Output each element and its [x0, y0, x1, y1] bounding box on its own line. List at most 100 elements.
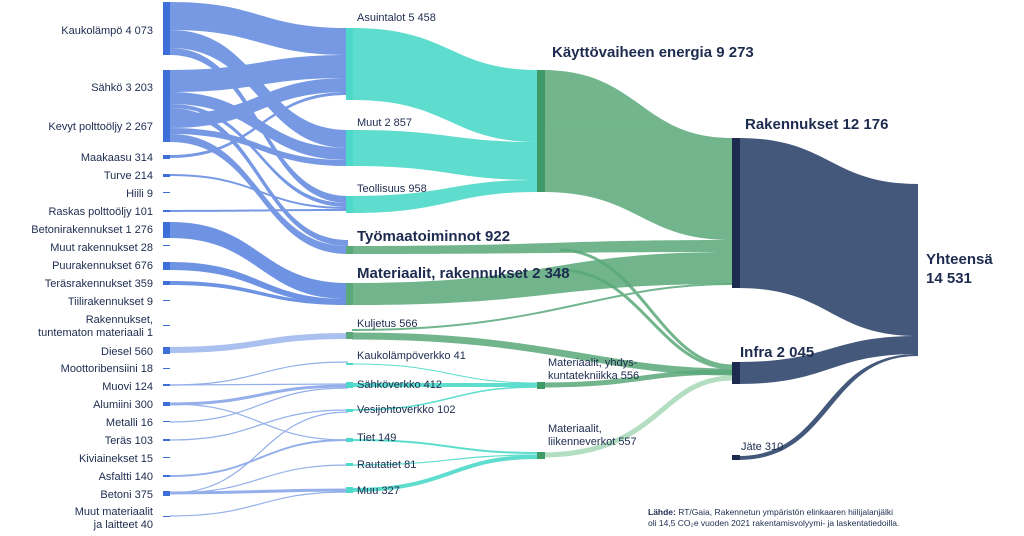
node-muovi [163, 384, 170, 386]
flow-kaukolampoverkko [351, 363, 539, 384]
node-sahko [163, 70, 170, 114]
label-infra: Infra 2 045 [740, 344, 814, 361]
node-tyomaa [346, 246, 353, 254]
label-mat-liikenne: liikenneverkot 557 [548, 436, 637, 448]
label-source: Turve 214 [104, 170, 153, 182]
label-source: Muut materiaalit [75, 506, 153, 518]
node-tiet [346, 438, 353, 442]
label-source: Muovi 124 [102, 381, 153, 393]
label-source: Hiili 9 [126, 188, 153, 200]
label-source: Rakennukset, [86, 314, 153, 326]
node-kaukolampoverkko [346, 363, 353, 365]
flow-rakennukset-total [738, 138, 918, 336]
flow-betoni-vesijohto [169, 411, 349, 494]
node-diesel [163, 347, 170, 354]
label-source: Teräs 103 [105, 435, 153, 447]
label-muut: Muut 2 857 [357, 117, 412, 129]
label-teollisuus: Teollisuus 958 [357, 183, 427, 195]
flow-mat-liikenne-infra [541, 375, 733, 458]
flow-tyomaa-rakennukset [352, 240, 732, 254]
node-materiaalit-rak [346, 283, 353, 305]
label-mat-liikenne: Materiaalit, [548, 423, 602, 435]
flow-sahko-asuintalot [170, 55, 348, 92]
flows-teal-infra [351, 363, 539, 492]
node-kaukolampo [163, 2, 170, 55]
node-terasrak [163, 281, 170, 285]
label-source: Diesel 560 [101, 346, 153, 358]
node-jate [732, 455, 740, 460]
node-betoni [163, 491, 170, 496]
label-source: Metalli 16 [106, 417, 153, 429]
node-asuintalot [346, 28, 353, 100]
flows-infra-materials [169, 333, 349, 517]
flows-green-infra [541, 369, 733, 458]
flow-rautatiet [351, 454, 539, 466]
label-muu: Muu 327 [357, 485, 400, 497]
label-mat-yhdys: Materiaalit, yhdys- [548, 357, 638, 369]
flow-infra-total [738, 336, 918, 384]
flow-raskas [170, 209, 348, 212]
nodes-fourth [732, 138, 740, 460]
label-source: Puurakennukset 676 [52, 260, 153, 272]
node-hiili [163, 192, 170, 193]
label-source: Asfaltti 140 [99, 471, 153, 483]
flow-sahko-teollisuus [170, 104, 348, 207]
node-mat-yhdys [537, 382, 545, 389]
flow-alumiini [169, 384, 349, 406]
labels-sources: Kaukolämpö 4 073 Sähkö 3 203 Kevyt poltt… [31, 25, 153, 531]
label-source: ja laitteet 40 [93, 519, 153, 531]
label-source: Moottoribensiini 18 [61, 363, 153, 375]
node-betonirak [163, 222, 170, 238]
flow-jate-total [738, 354, 918, 460]
node-rautatiet [346, 463, 353, 466]
node-teras [163, 439, 170, 441]
flow-alumiini-tiet [169, 403, 349, 441]
flow-materiaalit-rakennukset [352, 252, 732, 305]
labels-middle: Asuintalot 5 458 Muut 2 857 Teollisuus 9… [357, 12, 570, 497]
node-turve [163, 174, 170, 177]
node-mat-liikenne [537, 452, 545, 459]
label-tyomaa: Työmaatoiminnot 922 [357, 228, 510, 245]
flow-kevyt-asuintalot [170, 78, 348, 128]
label-vesijohtoverkko: Vesijohtoverkko 102 [357, 404, 455, 416]
flow-metalli [169, 387, 349, 423]
flow-maakaasu [170, 92, 348, 158]
label-source: Betoni 375 [100, 489, 153, 501]
label-materiaalit-rak: Materiaalit, rakennukset 2 348 [357, 265, 570, 282]
flow-muut-kaytto [352, 130, 538, 180]
node-muutrak [163, 245, 170, 246]
flow-tyomaa-infra [559, 248, 733, 368]
label-source: Betonirakennukset 1 276 [31, 224, 153, 236]
source-note: Lähde: RT/Gaia, Rakennetun ympäristön el… [648, 507, 1020, 529]
labels-fourth: Rakennukset 12 176 Infra 2 045 Jäte 310 [740, 116, 888, 453]
label-source: tuntematon materiaali 1 [38, 327, 153, 339]
label-source: Tiilirakennukset 9 [68, 296, 153, 308]
source-note-bold: Lähde: [648, 507, 676, 517]
node-metalli [163, 421, 170, 422]
flow-vesijohtoverkko [351, 386, 539, 411]
label-rakennukset: Rakennukset 12 176 [745, 116, 888, 133]
node-kayttovaihe [537, 70, 545, 192]
label-mat-yhdys: kuntatekniikka 556 [548, 370, 639, 382]
flow-sahko-tyomaa [170, 108, 348, 246]
flow-kaukolampo-muut [170, 30, 348, 148]
node-kevyt [163, 114, 170, 142]
flow-asfaltti [169, 439, 349, 477]
flows-green-lines [351, 248, 733, 376]
flows-materials [170, 222, 348, 305]
flow-kevyt-muut [170, 128, 348, 166]
label-tiet: Tiet 149 [357, 432, 396, 444]
flow-kuljetus-rak [351, 283, 733, 331]
flow-diesel [169, 333, 349, 353]
nodes-third [537, 70, 545, 459]
source-note-line2: oli 14,5 CO₂e vuoden 2021 rakentamisvoly… [648, 518, 900, 528]
flow-kaytto-rakennukset [542, 70, 732, 240]
flows-to-kayttovaihe [352, 28, 538, 213]
flow-teollisuus-kaytto [352, 180, 538, 213]
label-source: Kaukolämpö 4 073 [61, 25, 153, 37]
node-sahkoverkko [346, 382, 353, 388]
node-tuntematon [163, 325, 170, 326]
flow-materiaalit-infra [559, 268, 733, 370]
flows-to-total [738, 138, 918, 460]
